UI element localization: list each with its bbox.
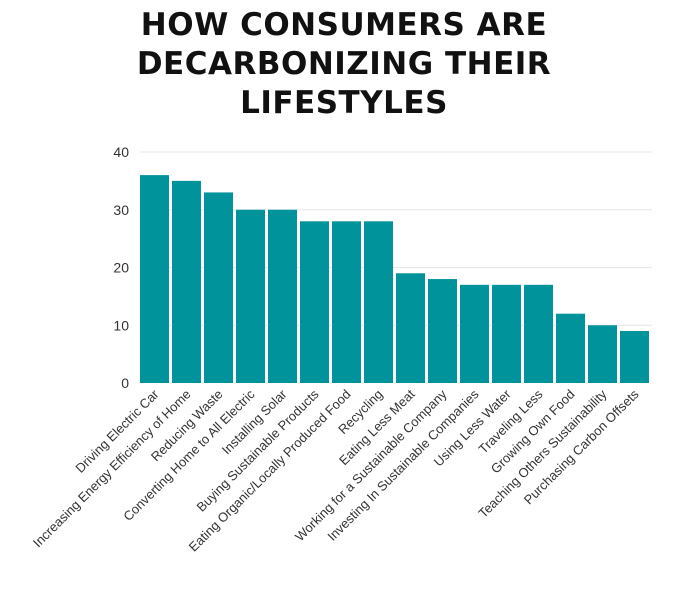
chart-title-line: LIFESTYLES	[240, 85, 448, 121]
bar	[396, 273, 425, 383]
y-tick-label: 20	[113, 260, 129, 276]
y-tick-label: 10	[113, 317, 129, 333]
bar	[556, 313, 585, 383]
y-tick-label: 30	[113, 202, 129, 218]
bar	[460, 284, 489, 383]
bar	[588, 325, 617, 383]
bar	[364, 221, 393, 383]
y-axis-ticks: 0 10 20 30 40	[113, 144, 129, 391]
bar	[268, 209, 297, 383]
chart-title-line: HOW CONSUMERS ARE	[140, 7, 548, 43]
y-tick-label: 0	[121, 375, 129, 391]
bar	[204, 192, 233, 383]
bar	[620, 331, 649, 383]
bar	[300, 221, 329, 383]
chart-title-line: DECARBONIZING THEIR	[136, 46, 552, 82]
bar	[332, 221, 361, 383]
bar	[492, 284, 521, 383]
bars	[140, 175, 649, 384]
y-tick-label: 40	[113, 144, 129, 160]
bar	[428, 279, 457, 383]
chart-title: HOW CONSUMERS ARE DECARBONIZING THEIR LI…	[0, 6, 688, 123]
bar	[524, 284, 553, 383]
bar	[172, 180, 201, 384]
bar	[236, 209, 265, 383]
bar	[140, 175, 169, 383]
